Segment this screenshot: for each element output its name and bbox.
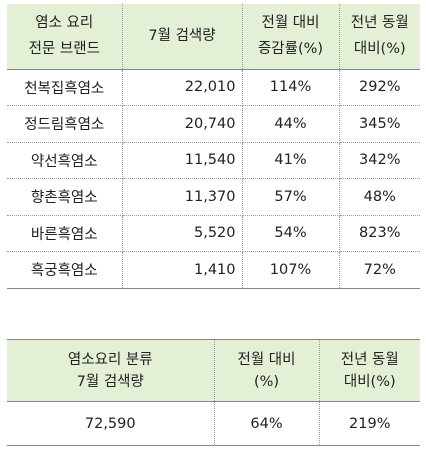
yoy-change: 72% xyxy=(338,251,420,289)
mom-change: 57% xyxy=(241,178,340,216)
yoy-change: 345% xyxy=(338,105,420,143)
brand-name: 정드림흑염소 xyxy=(7,105,123,143)
brand-name: 약선흑염소 xyxy=(7,142,123,179)
category-yoy: 219% xyxy=(318,401,420,446)
search-volume: 20,740 xyxy=(121,105,243,143)
table-row: 흑궁흑염소 1,410 107% 72% xyxy=(7,251,420,289)
brand-name: 흑궁흑염소 xyxy=(7,251,123,289)
table-row: 정드림흑염소 20,740 44% 345% xyxy=(7,105,420,143)
brand-search-table: 염소 요리 전문 브랜드 7월 검색량 전월 대비 증감률(%) 전년 동월 대… xyxy=(7,4,420,289)
brand-name: 천복집흑염소 xyxy=(7,69,123,106)
yoy-change: 48% xyxy=(338,178,420,216)
brand-table-header-row: 염소 요리 전문 브랜드 7월 검색량 전월 대비 증감률(%) 전년 동월 대… xyxy=(7,4,420,70)
header-category-volume: 염소요리 분류 7월 검색량 xyxy=(7,339,215,402)
mom-change: 44% xyxy=(241,105,340,143)
search-volume: 22,010 xyxy=(121,69,243,106)
table-row: 약선흑염소 11,540 41% 342% xyxy=(7,142,420,179)
category-mom: 64% xyxy=(213,401,320,446)
search-volume: 11,540 xyxy=(121,142,243,179)
mom-change: 41% xyxy=(241,142,340,179)
yoy-change: 823% xyxy=(338,215,420,252)
yoy-change: 342% xyxy=(338,142,420,179)
search-volume: 11,370 xyxy=(121,178,243,216)
search-volume: 5,520 xyxy=(121,215,243,252)
brand-name: 향촌흑염소 xyxy=(7,178,123,216)
table-row: 천복집흑염소 22,010 114% 292% xyxy=(7,69,420,106)
yoy-change: 292% xyxy=(338,69,420,106)
mom-change: 54% xyxy=(241,215,340,252)
header-yoy: 전년 동월 대비(%) xyxy=(338,4,420,70)
header-category-yoy: 전년 동월 대비(%) xyxy=(318,339,420,402)
header-brand: 염소 요리 전문 브랜드 xyxy=(7,4,123,70)
category-table-header-row: 염소요리 분류 7월 검색량 전월 대비 (%) 전년 동월 대비(%) xyxy=(7,339,420,402)
table-row: 바른흑염소 5,520 54% 823% xyxy=(7,215,420,252)
header-mom: 전월 대비 증감률(%) xyxy=(241,4,340,70)
header-category-mom: 전월 대비 (%) xyxy=(213,339,320,402)
search-volume: 1,410 xyxy=(121,251,243,289)
brand-name: 바른흑염소 xyxy=(7,215,123,252)
table-row: 72,590 64% 219% xyxy=(7,401,420,446)
table-row: 향촌흑염소 11,370 57% 48% xyxy=(7,178,420,216)
category-volume: 72,590 xyxy=(7,401,215,446)
mom-change: 114% xyxy=(241,69,340,106)
header-volume: 7월 검색량 xyxy=(121,4,243,70)
mom-change: 107% xyxy=(241,251,340,289)
category-search-table: 염소요리 분류 7월 검색량 전월 대비 (%) 전년 동월 대비(%) 72,… xyxy=(7,339,420,446)
